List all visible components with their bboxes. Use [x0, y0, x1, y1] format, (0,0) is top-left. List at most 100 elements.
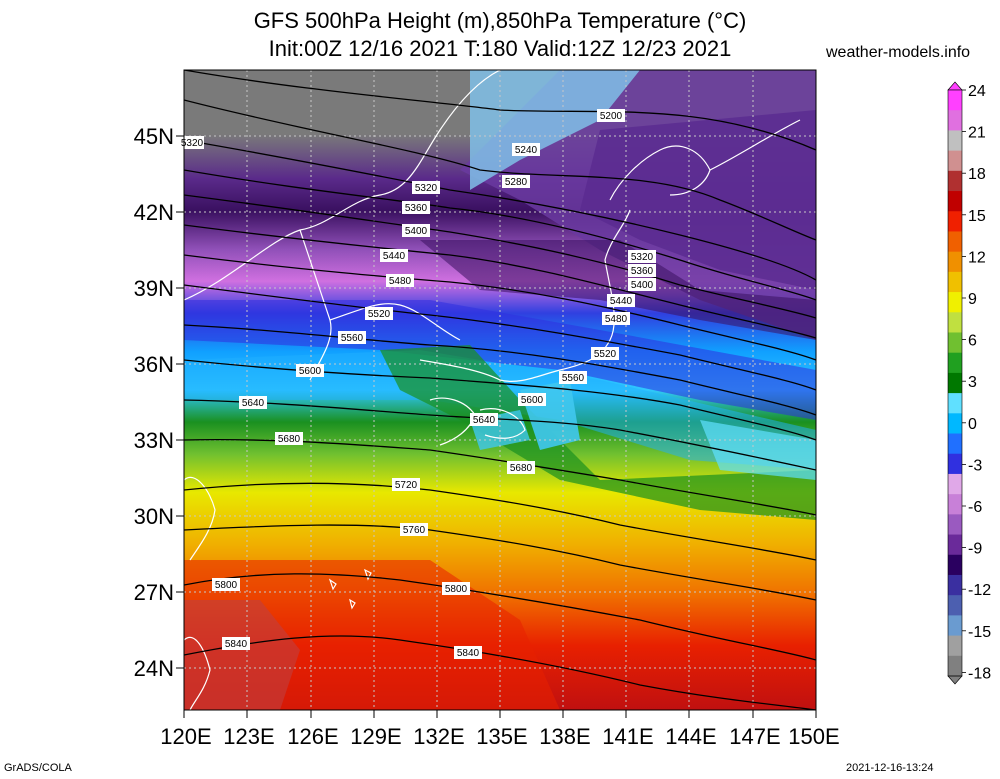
svg-text:5680: 5680	[510, 463, 533, 474]
contour-label: 5320	[628, 250, 656, 263]
colorbar-label: 24	[968, 83, 986, 100]
site-label: weather-models.info	[826, 44, 971, 61]
colorbar-swatch	[948, 655, 962, 677]
footer-credit: GrADS/COLA	[4, 762, 72, 774]
title-line-2: Init:00Z 12/16 2021 T:180 Valid:12Z 12/2…	[268, 36, 732, 61]
colorbar-swatch	[948, 352, 962, 374]
colorbar-label: -12	[968, 582, 991, 599]
colorbar-swatch	[948, 332, 962, 354]
contour-label: 5400	[402, 224, 430, 237]
contour-label: 5320	[181, 136, 204, 149]
temperature-field	[184, 70, 816, 710]
lat-label: 45N	[134, 124, 174, 149]
lat-label: 42N	[134, 200, 174, 225]
contour-label: 5640	[470, 413, 498, 426]
colorbar-swatch	[948, 574, 962, 596]
colorbar-label: 9	[968, 291, 977, 308]
colorbar-swatch	[948, 635, 962, 657]
height-contours	[184, 70, 816, 710]
svg-text:5440: 5440	[383, 251, 406, 262]
colorbar-swatch	[948, 554, 962, 576]
svg-text:5560: 5560	[341, 333, 364, 344]
contour-label: 5360	[402, 201, 430, 214]
svg-text:5800: 5800	[215, 580, 238, 591]
colorbar-top-arrow	[947, 81, 963, 91]
svg-text:5320: 5320	[631, 252, 654, 263]
colorbar-swatch	[948, 170, 962, 192]
svg-text:5480: 5480	[605, 314, 628, 325]
contour-label: 5600	[518, 393, 546, 406]
contour-label: 5680	[507, 461, 535, 474]
colorbar-swatch	[948, 615, 962, 637]
contour-label: 5280	[502, 175, 530, 188]
svg-text:5520: 5520	[594, 349, 617, 360]
svg-text:5640: 5640	[242, 398, 265, 409]
contour-label: 5600	[296, 364, 324, 377]
footer-timestamp: 2021-12-16-13:24	[846, 762, 934, 774]
contour-label: 5480	[386, 274, 414, 287]
colorbar-label: -9	[968, 541, 982, 558]
colorbar-label: -6	[968, 499, 982, 516]
colorbar-bottom-arrow	[947, 675, 963, 685]
lon-label: 132E	[413, 724, 464, 749]
svg-text:5360: 5360	[405, 203, 428, 214]
colorbar-swatch	[948, 453, 962, 475]
lat-label: 39N	[134, 276, 174, 301]
colorbar-swatch	[948, 231, 962, 253]
colorbar-label: 3	[968, 374, 977, 391]
svg-text:5280: 5280	[505, 177, 528, 188]
contour-label: 5240	[512, 143, 540, 156]
lon-label: 126E	[287, 724, 338, 749]
colorbar-swatch	[948, 130, 962, 152]
colorbar-label: 21	[968, 125, 986, 142]
svg-text:5840: 5840	[457, 648, 480, 659]
svg-text:5800: 5800	[445, 584, 468, 595]
contour-label: 5720	[392, 478, 420, 491]
colorbar: 24 21 18 15 12 9 6 3 0 -3 -6 -9 -12 -15 -18	[947, 81, 991, 685]
colorbar-swatch	[948, 312, 962, 333]
colorbar-swatch	[948, 150, 962, 172]
lon-label: 135E	[476, 724, 527, 749]
colorbar-swatch	[948, 292, 962, 313]
colorbar-label: 0	[968, 416, 977, 433]
colorbar-label: 18	[968, 166, 986, 183]
lat-label: 24N	[134, 656, 174, 681]
colorbar-swatch	[948, 413, 962, 435]
colorbar-swatch	[948, 372, 962, 394]
svg-text:5560: 5560	[562, 373, 585, 384]
contour-label: 5560	[338, 331, 366, 344]
svg-text:5480: 5480	[389, 276, 412, 287]
colorbar-swatch	[948, 595, 962, 616]
colorbar-label: -3	[968, 457, 982, 474]
contour-label: 5840	[454, 646, 482, 659]
contour-label: 5520	[591, 347, 619, 360]
contour-label: 5800	[442, 582, 470, 595]
svg-text:5720: 5720	[395, 480, 418, 491]
lat-label: 30N	[134, 504, 174, 529]
contour-label: 5320	[412, 181, 440, 194]
lon-label: 141E	[602, 724, 653, 749]
lon-label: 129E	[350, 724, 401, 749]
contour-label: 5440	[607, 294, 635, 307]
contour-label: 5760	[400, 523, 428, 536]
contour-label: 5560	[559, 371, 587, 384]
colorbar-swatch	[948, 514, 962, 536]
contour-label: 5640	[239, 396, 267, 409]
lon-label: 120E	[160, 724, 211, 749]
svg-text:5400: 5400	[405, 226, 428, 237]
contour-label: 5520	[365, 307, 393, 320]
contour-label: 5440	[380, 249, 408, 262]
colorbar-swatch	[948, 494, 962, 515]
svg-text:5400: 5400	[631, 280, 654, 291]
svg-text:5680: 5680	[278, 434, 301, 445]
lon-label: 150E	[788, 724, 839, 749]
lat-label: 27N	[134, 580, 174, 605]
contour-label: 5480	[602, 312, 630, 325]
colorbar-label: 15	[968, 208, 986, 225]
svg-text:5520: 5520	[368, 309, 391, 320]
contour-label: 5800	[212, 578, 240, 591]
lon-label: 144E	[665, 724, 716, 749]
colorbar-swatch	[948, 110, 962, 131]
svg-text:5200: 5200	[600, 111, 623, 122]
